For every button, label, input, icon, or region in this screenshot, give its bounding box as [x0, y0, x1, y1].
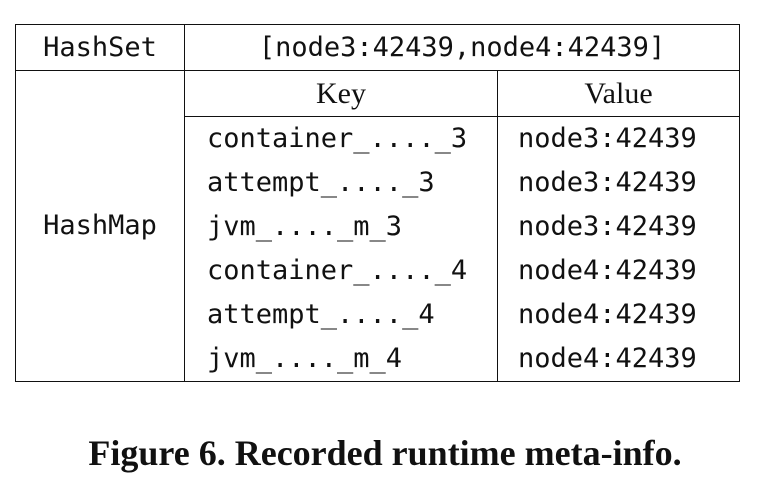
- hashmap-value: node3:42439: [497, 116, 741, 161]
- hashmap-label: HashMap: [15, 70, 185, 382]
- table-row: attempt_...._4 node4:42439: [16, 293, 741, 337]
- hashmap-key: attempt_...._3: [184, 161, 498, 205]
- hashmap-value: node3:42439: [497, 161, 741, 205]
- hashmap-value: node3:42439: [497, 205, 741, 249]
- runtime-meta-table: HashSet [node3:42439,node4:42439] HashMa…: [15, 24, 741, 382]
- table-row: attempt_...._3 node3:42439: [16, 161, 741, 205]
- hashmap-value: node4:42439: [497, 293, 741, 337]
- table-row: container_...._4 node4:42439: [16, 249, 741, 293]
- hashmap-key: container_...._3: [184, 116, 498, 161]
- table-row: container_...._3 node3:42439: [16, 116, 741, 161]
- table-row: jvm_...._m_4 node4:42439: [16, 337, 741, 382]
- key-column-header: Key: [184, 70, 498, 117]
- value-column-header: Value: [497, 70, 741, 117]
- hashmap-header-row: HashMap Key Value: [15, 70, 741, 382]
- hashmap-key: container_...._4: [184, 249, 498, 293]
- hashmap-value: node4:42439: [497, 337, 741, 382]
- figure-caption: Figure 6. Recorded runtime meta-info.: [88, 433, 682, 473]
- table-row: jvm_...._m_3 node3:42439: [16, 205, 741, 249]
- hashmap-key: jvm_...._m_4: [184, 337, 498, 382]
- hashset-value: [node3:42439,node4:42439]: [183, 24, 741, 71]
- hashmap-value: node4:42439: [497, 249, 741, 293]
- hashmap-key: attempt_...._4: [184, 293, 498, 337]
- hashset-label: HashSet: [15, 24, 185, 71]
- hashset-row: HashSet [node3:42439,node4:42439]: [15, 24, 741, 71]
- hashmap-key: jvm_...._m_3: [184, 205, 498, 249]
